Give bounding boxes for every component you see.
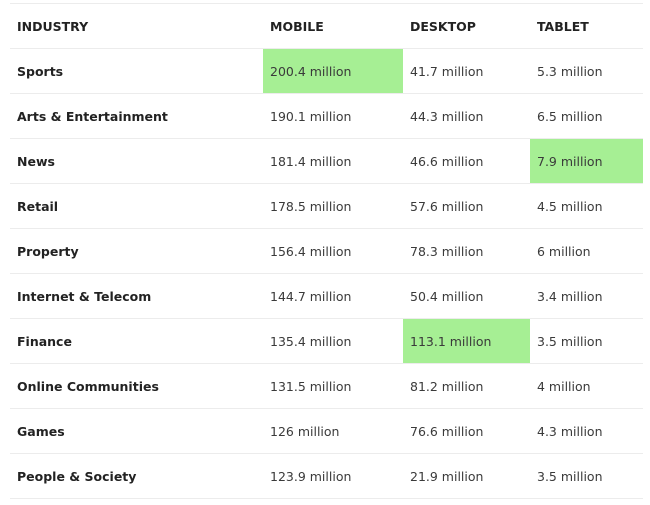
mobile-cell: 178.5 million [263,183,403,229]
industry-cell: Retail [10,183,263,229]
industry-cell: Online Communities [10,363,263,409]
industry-cell: Finance [10,318,263,364]
table-row: Sports 200.4 million 41.7 million 5.3 milli… [10,48,643,94]
header-mobile: MOBILE [263,3,403,49]
tablet-cell: 6.5 million [530,93,643,139]
mobile-cell: 144.7 million [263,273,403,319]
table-row: Property 156.4 million 78.3 million 6 milli… [10,228,643,274]
desktop-cell: 81.2 million [403,363,530,409]
header-tablet: TABLET [530,3,643,49]
mobile-cell: 156.4 million [263,228,403,274]
desktop-cell: 50.4 million [403,273,530,319]
mobile-cell: 135.4 million [263,318,403,364]
header-desktop: DESKTOP [403,3,530,49]
header-industry: INDUSTRY [10,3,263,49]
table-row: Internet & Telecom 144.7 million 50.4 mill… [10,273,643,319]
desktop-cell: 46.6 million [403,138,530,184]
table-row: Arts & Entertainment 190.1 million 44.3 mi… [10,93,643,139]
mobile-cell: 200.4 million [263,48,403,94]
desktop-cell: 57.6 million [403,183,530,229]
desktop-cell: 76.6 million [403,408,530,454]
desktop-cell: 44.3 million [403,93,530,139]
mobile-cell: 181.4 million [263,138,403,184]
mobile-cell: 123.9 million [263,453,403,499]
desktop-cell: 78.3 million [403,228,530,274]
industry-cell: Internet & Telecom [10,273,263,319]
desktop-cell: 21.9 million [403,453,530,499]
mobile-cell: 190.1 million [263,93,403,139]
industry-cell: Arts & Entertainment [10,93,263,139]
tablet-cell: 7.9 million [530,138,643,184]
desktop-cell: 113.1 million [403,318,530,364]
table-row: People & Society 123.9 million 21.9 millio… [10,453,643,499]
tablet-cell: 3.5 million [530,318,643,364]
table-row: Finance 135.4 million 113.1 million 3.5 mil… [10,318,643,364]
tablet-cell: 5.3 million [530,48,643,94]
mobile-cell: 131.5 million [263,363,403,409]
tablet-cell: 6 million [530,228,643,274]
industry-cell: Games [10,408,263,454]
industry-cell: News [10,138,263,184]
industry-traffic-table: INDUSTRY MOBILE DESKTOP TABLET Sports 200… [10,3,643,499]
table-row: Retail 178.5 million 57.6 million 4.5 milli… [10,183,643,229]
table-row: Online Communities 131.5 million 81.2 mill… [10,363,643,409]
header-row: INDUSTRY MOBILE DESKTOP TABLET [10,3,643,49]
tablet-cell: 4 million [530,363,643,409]
tablet-cell: 3.5 million [530,453,643,499]
desktop-cell: 41.7 million [403,48,530,94]
table-row: Games 126 million 76.6 million 4.3 million [10,408,643,454]
industry-cell: Sports [10,48,263,94]
mobile-cell: 126 million [263,408,403,454]
tablet-cell: 3.4 million [530,273,643,319]
tablet-cell: 4.3 million [530,408,643,454]
tablet-cell: 4.5 million [530,183,643,229]
industry-cell: People & Society [10,453,263,499]
industry-cell: Property [10,228,263,274]
table-row: News 181.4 million 46.6 million 7.9 million [10,138,643,184]
